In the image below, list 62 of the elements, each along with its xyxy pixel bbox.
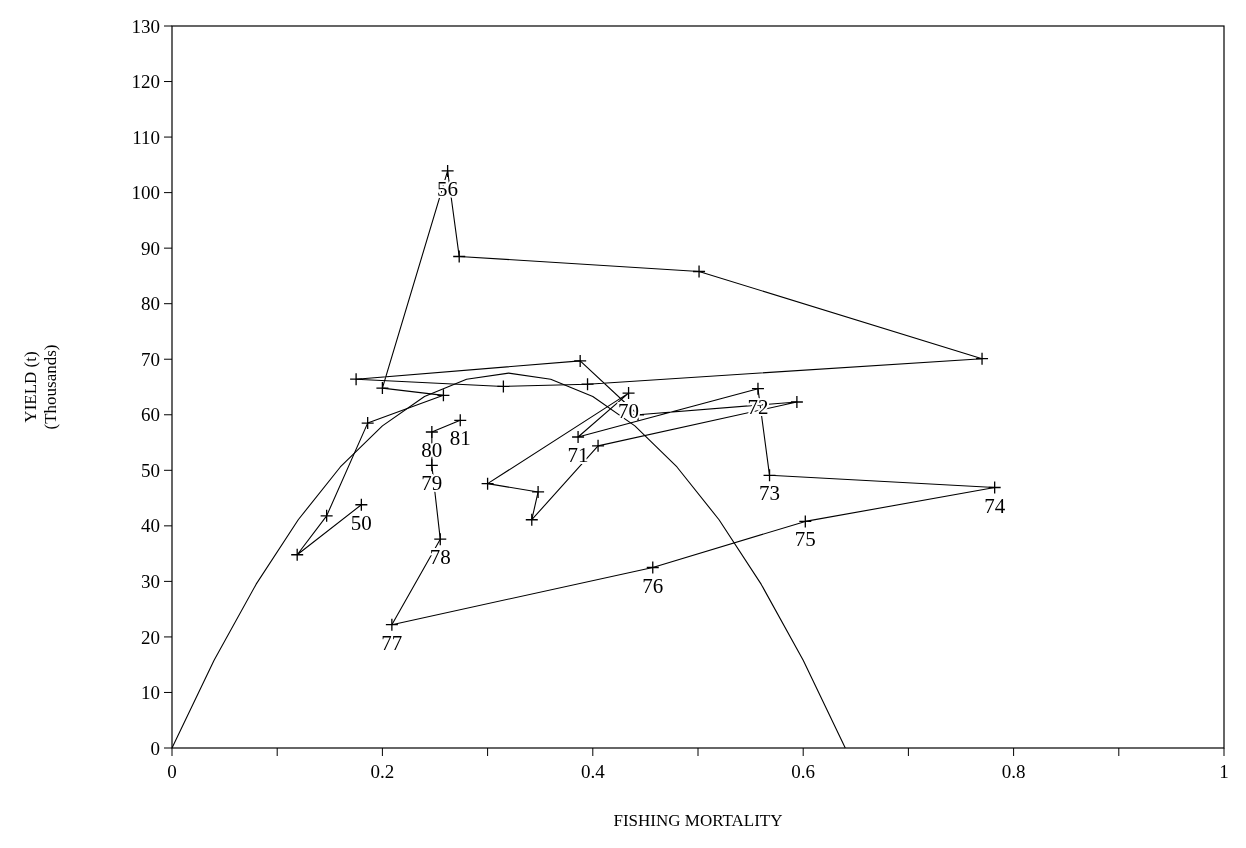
point — [496, 379, 511, 394]
y-tick-label: 50 — [141, 459, 160, 481]
point — [453, 413, 467, 427]
point — [751, 382, 765, 396]
x-tick-label: 0.2 — [370, 761, 395, 782]
annotation: 78 — [429, 545, 451, 570]
point — [436, 388, 451, 402]
point — [762, 468, 777, 482]
y-tick-label: 0 — [150, 737, 160, 759]
point — [319, 509, 334, 523]
point — [531, 485, 545, 499]
x-axis-title: FISHING MORTALITY — [613, 811, 783, 830]
point — [290, 548, 304, 562]
point — [580, 377, 595, 391]
annotation: 76 — [642, 573, 664, 598]
point — [573, 354, 587, 368]
point — [591, 439, 605, 453]
annotation: 50 — [350, 510, 372, 535]
annotation: 71 — [567, 442, 589, 467]
point — [525, 513, 539, 527]
y-tick-label: 120 — [131, 71, 160, 93]
x-tick-label: 0 — [167, 761, 177, 782]
annotation: 74 — [984, 493, 1006, 518]
point — [692, 264, 706, 279]
point — [452, 249, 466, 264]
y-tick-label: 10 — [141, 682, 160, 704]
x-tick-label: 1 — [1219, 761, 1229, 782]
point — [621, 386, 636, 400]
point — [375, 381, 390, 395]
point — [425, 425, 439, 439]
y-tick-label: 90 — [141, 237, 160, 259]
point — [571, 430, 585, 444]
point — [440, 164, 455, 178]
point — [790, 395, 804, 409]
y-tick-label: 70 — [141, 348, 160, 370]
annotation: 73 — [759, 481, 781, 506]
y-tick-label: 40 — [141, 515, 160, 537]
point — [480, 476, 495, 491]
y-tick-label: 110 — [132, 126, 160, 148]
point — [349, 372, 363, 386]
point — [425, 458, 439, 472]
point — [361, 416, 375, 430]
point — [354, 498, 369, 512]
x-tick-label: 0.8 — [1001, 761, 1026, 782]
y-tick-label: 30 — [141, 571, 160, 593]
y-tick-label: 60 — [141, 404, 160, 426]
y-tick-label: 100 — [131, 182, 160, 204]
point — [988, 480, 1002, 495]
annotation: 75 — [794, 527, 816, 552]
point — [646, 560, 660, 575]
x-tick-label: 0.4 — [580, 761, 606, 782]
point — [433, 532, 447, 546]
y-tick-label: 20 — [141, 626, 160, 648]
point — [385, 618, 399, 632]
annotation: 77 — [381, 630, 403, 655]
y-tick-label: 80 — [141, 293, 160, 315]
point — [975, 352, 989, 366]
point — [798, 514, 812, 529]
x-tick-label: 0.6 — [791, 761, 816, 782]
annotation: 81 — [449, 426, 471, 451]
y-axis-title: YIELD (t) (Thousands) — [21, 344, 61, 430]
y-tick-label: 130 — [131, 15, 160, 37]
